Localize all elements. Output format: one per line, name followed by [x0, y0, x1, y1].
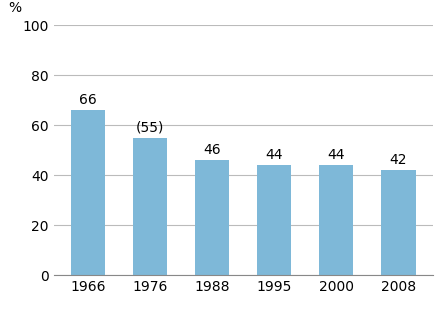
- Text: %: %: [8, 1, 21, 15]
- Text: 44: 44: [327, 148, 345, 162]
- Text: (55): (55): [136, 121, 164, 135]
- Bar: [257, 165, 291, 275]
- Bar: [381, 170, 416, 275]
- Text: 66: 66: [79, 93, 97, 107]
- Bar: [319, 165, 353, 275]
- Bar: [195, 160, 229, 275]
- Bar: [70, 110, 105, 275]
- Text: 42: 42: [390, 153, 407, 167]
- Text: 44: 44: [265, 148, 283, 162]
- Bar: [133, 138, 167, 275]
- Text: 46: 46: [203, 143, 221, 157]
